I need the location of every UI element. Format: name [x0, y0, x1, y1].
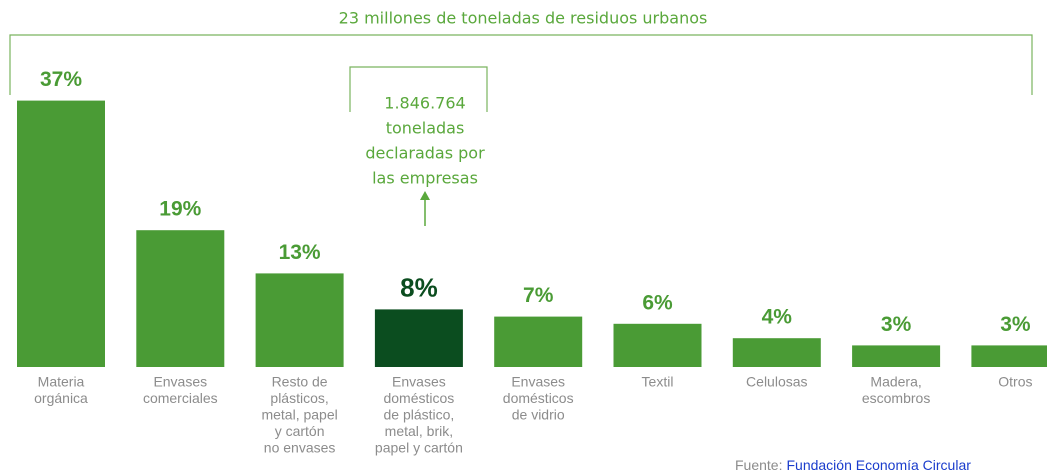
x-tick-label: Envases: [392, 374, 446, 390]
value-label: 7%: [523, 284, 554, 307]
x-tick-label: comerciales: [143, 390, 218, 406]
value-label: 3%: [881, 313, 912, 336]
value-label: 37%: [40, 68, 82, 91]
declared-bracket: [349, 66, 488, 112]
x-tick-label: y cartón: [275, 423, 325, 439]
value-label: 13%: [279, 241, 321, 264]
x-tick-label: domésticos: [503, 390, 574, 406]
x-tick-label: de plástico,: [383, 407, 454, 423]
value-label: 6%: [642, 291, 673, 314]
annotation-line: toneladas: [386, 119, 465, 138]
x-tick-label: Otros: [998, 374, 1032, 390]
x-tick-label: no envases: [264, 440, 336, 456]
source-label: Fuente:: [735, 457, 782, 470]
x-tick-label: escombros: [862, 390, 930, 406]
bar: [613, 323, 702, 367]
bar: [255, 273, 344, 367]
bar: [971, 345, 1047, 367]
x-tick-label: de vidrio: [512, 407, 565, 423]
value-label: 3%: [1000, 313, 1031, 336]
x-tick-label: metal, brik,: [385, 423, 453, 439]
bar: [374, 309, 463, 367]
bar: [732, 338, 821, 367]
value-label: 8%: [400, 272, 438, 302]
x-tick-label: Materia: [38, 374, 85, 390]
bar: [136, 230, 225, 367]
x-tick-label: Envases: [511, 374, 565, 390]
total-bracket: [9, 34, 1033, 95]
x-tick-label: orgánica: [34, 390, 88, 406]
annotation-line: las empresas: [372, 169, 478, 188]
source-link[interactable]: Fundación Economía Circular: [786, 457, 971, 470]
chart-title: 23 millones de toneladas de residuos urb…: [339, 9, 708, 28]
x-tick-label: papel y cartón: [375, 440, 463, 456]
x-tick-label: Resto de: [272, 374, 328, 390]
annotation-line: 1.846.764: [384, 94, 465, 113]
bar: [494, 316, 583, 367]
annotation-line: declaradas por: [365, 144, 485, 163]
annotation-arrowhead: [420, 191, 430, 200]
bar: [17, 100, 105, 367]
bar: [852, 345, 941, 367]
value-label: 4%: [762, 306, 793, 329]
x-tick-label: plásticos,: [270, 390, 328, 406]
x-tick-label: Textil: [642, 374, 674, 390]
value-label: 19%: [159, 198, 201, 221]
x-tick-label: Madera,: [870, 374, 921, 390]
source: Fuente: Fundación Economía Circular: [735, 457, 971, 470]
x-tick-label: domésticos: [383, 390, 454, 406]
x-tick-label: Celulosas: [746, 374, 807, 390]
x-tick-label: metal, papel: [261, 407, 337, 423]
x-tick-label: Envases: [153, 374, 207, 390]
